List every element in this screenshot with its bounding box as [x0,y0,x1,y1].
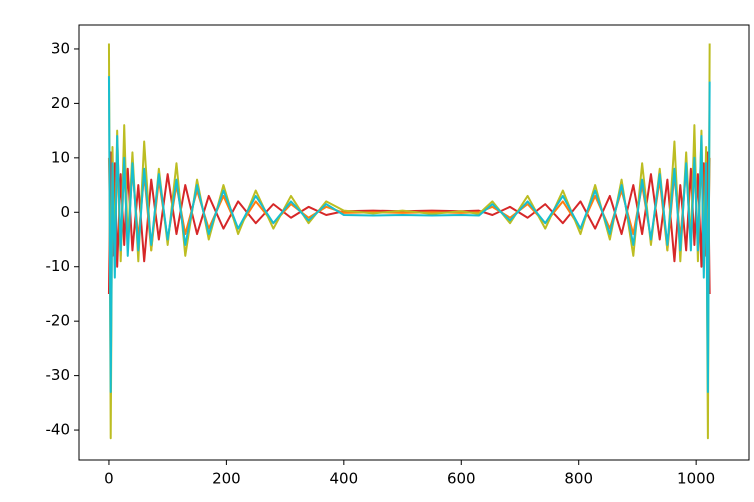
y-tick-label: 0 [60,203,70,221]
y-tick-label: -20 [46,312,71,330]
y-tick-label: -40 [46,421,71,439]
x-tick-label: 1000 [677,470,715,488]
y-tick-label: 20 [51,94,70,112]
data-line [107,151,711,268]
x-tick-label: 800 [564,470,593,488]
y-tick-label: 30 [51,39,70,57]
x-tick-label: 200 [212,470,241,488]
data-line [107,76,711,393]
plot-frame [78,24,750,461]
y-tick-label: -30 [46,366,71,384]
x-tick-label: 0 [104,470,114,488]
y-tick-label: -10 [46,257,71,275]
data-line [107,43,711,440]
data-line [107,151,711,294]
y-tick-label: 10 [51,148,70,166]
x-tick-label: 400 [330,470,359,488]
x-tick-label: 600 [447,470,476,488]
